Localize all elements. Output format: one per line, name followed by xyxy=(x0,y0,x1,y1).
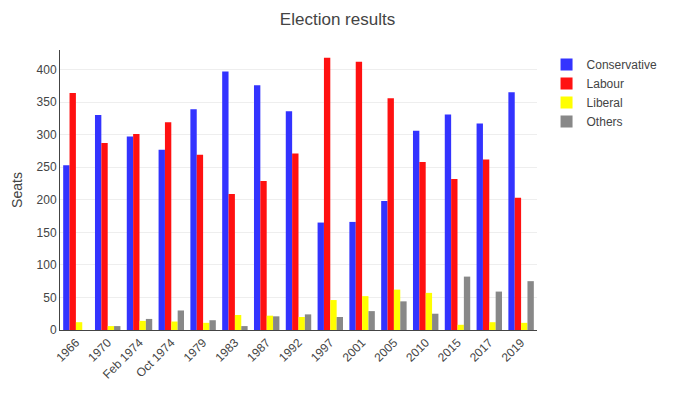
svg-text:Feb 1974: Feb 1974 xyxy=(100,336,146,382)
svg-text:1966: 1966 xyxy=(53,336,82,365)
svg-text:1983: 1983 xyxy=(212,336,241,365)
svg-text:2010: 2010 xyxy=(403,336,432,365)
svg-text:150: 150 xyxy=(37,226,57,240)
svg-text:Liberal: Liberal xyxy=(587,96,623,110)
svg-text:400: 400 xyxy=(37,63,57,77)
svg-text:1970: 1970 xyxy=(85,336,114,365)
svg-text:2005: 2005 xyxy=(371,336,400,365)
svg-text:Seats: Seats xyxy=(9,172,25,208)
svg-text:300: 300 xyxy=(37,128,57,142)
svg-text:Others: Others xyxy=(587,115,623,129)
svg-text:Labour: Labour xyxy=(587,77,624,91)
svg-text:2015: 2015 xyxy=(435,336,464,365)
svg-text:0: 0 xyxy=(50,323,57,337)
svg-text:Election results: Election results xyxy=(280,10,395,29)
svg-text:2019: 2019 xyxy=(499,336,528,365)
svg-text:Oct 1974: Oct 1974 xyxy=(133,336,178,381)
svg-text:2001: 2001 xyxy=(340,336,369,365)
svg-text:350: 350 xyxy=(37,95,57,109)
svg-text:Conservative: Conservative xyxy=(587,58,657,72)
svg-text:200: 200 xyxy=(37,193,57,207)
svg-text:1987: 1987 xyxy=(244,336,273,365)
svg-text:50: 50 xyxy=(43,291,57,305)
svg-text:1979: 1979 xyxy=(181,336,210,365)
svg-text:2017: 2017 xyxy=(467,336,496,365)
svg-text:100: 100 xyxy=(37,258,57,272)
svg-text:1997: 1997 xyxy=(308,336,337,365)
svg-text:250: 250 xyxy=(37,160,57,174)
svg-text:1992: 1992 xyxy=(276,336,305,365)
